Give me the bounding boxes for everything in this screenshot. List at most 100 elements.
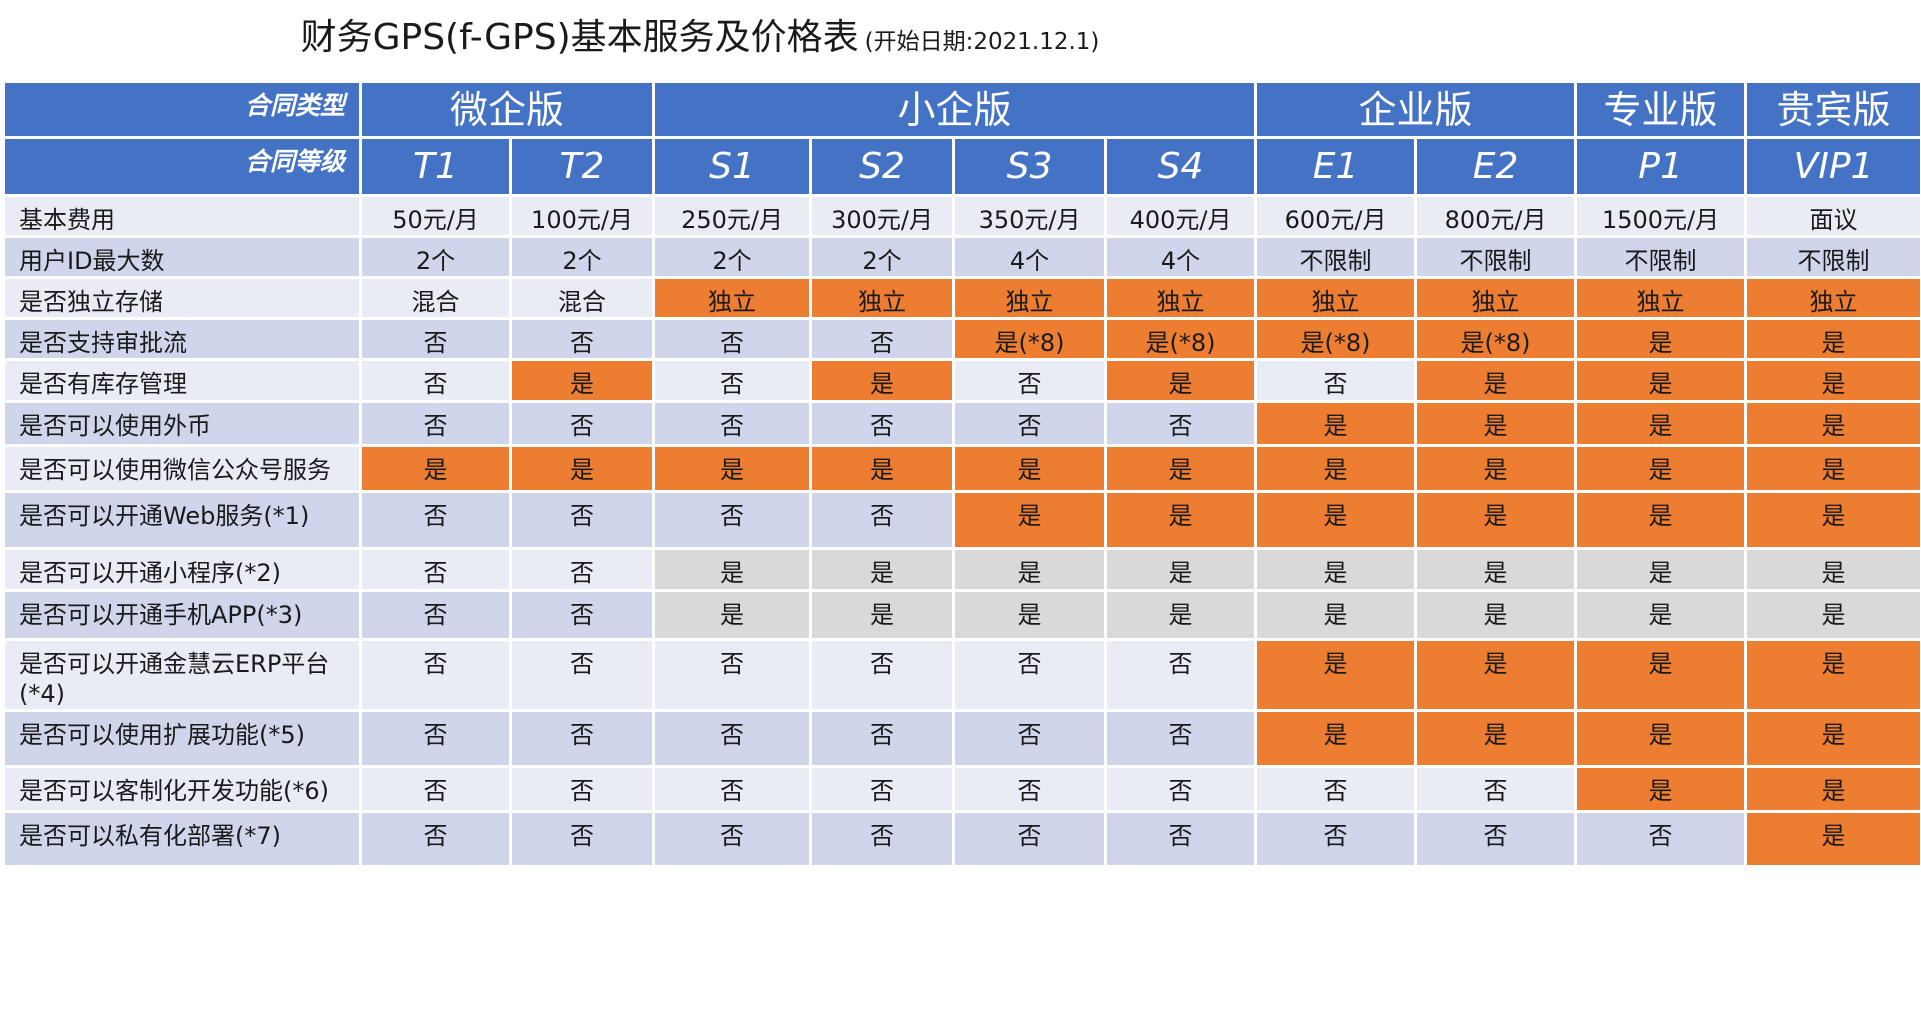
table-cell: 是(*8) <box>1414 317 1578 361</box>
table-cell: 是 <box>809 444 956 493</box>
row-label: 是否可以客制化开发功能(*6) <box>2 765 362 813</box>
table-cell: 是 <box>652 589 813 641</box>
table-cell: 是 <box>1414 490 1578 550</box>
table-cell: 2个 <box>652 235 813 279</box>
table-cell: 否 <box>1254 765 1418 813</box>
row-label: 是否可以开通金慧云ERP平台(*4) <box>2 638 362 712</box>
table-cell: 否 <box>359 358 512 403</box>
contract-type-cell: 贵宾版 <box>1744 80 1921 139</box>
table-row: 是否可以使用扩展功能(*5) 否否否否否否是是是是 <box>2 709 1921 768</box>
table-cell: 是(*8) <box>1254 317 1418 361</box>
table-cell: 独立 <box>652 276 813 320</box>
contract-level-cell: E1 <box>1254 136 1418 197</box>
table-row: 是否可以私有化部署(*7) 否否否否否否否否否是 <box>2 810 1921 868</box>
table-cell: 否 <box>952 400 1108 447</box>
table-row: 是否支持审批流否否否否是(*8) 是(*8) 是(*8) 是(*8) 是是 <box>2 317 1921 361</box>
table-cell: 否 <box>1104 638 1258 712</box>
table-cell: 250元/月 <box>652 194 813 238</box>
contract-level-cell: P1 <box>1574 136 1748 197</box>
row-label: 是否可以开通小程序(*2) <box>2 547 362 592</box>
table-cell: 是 <box>1104 358 1258 403</box>
table-cell: 否 <box>652 810 813 868</box>
table-cell: 是(*8) <box>1104 317 1258 361</box>
table-cell: 否 <box>508 317 656 361</box>
row-label: 是否可以开通手机APP(*3) <box>2 589 362 641</box>
table-cell: 否 <box>1574 810 1748 868</box>
table-cell: 不限制 <box>1414 235 1578 279</box>
table-cell: 不限制 <box>1744 235 1921 279</box>
table-cell: 是 <box>359 444 512 493</box>
table-cell: 否 <box>952 709 1108 768</box>
table-row: 是否可以开通金慧云ERP平台(*4) 否否否否否否是是是是 <box>2 638 1921 712</box>
contract-level-cell: E2 <box>1414 136 1578 197</box>
table-cell: 是 <box>809 358 956 403</box>
table-cell: 否 <box>359 765 512 813</box>
table-cell: 是 <box>1574 400 1748 447</box>
table-cell: 是 <box>1104 490 1258 550</box>
table-row: 是否独立存储 混合 混合 独立 独立 独立 独立 独立 独立 独立 独立 <box>2 276 1921 320</box>
table-cell: 是 <box>1744 709 1921 768</box>
table-cell: 独立 <box>1574 276 1748 320</box>
table-cell: 混合 <box>508 276 656 320</box>
table-cell: 否 <box>359 547 512 592</box>
row-label: 是否可以开通Web服务(*1) <box>2 490 362 550</box>
table-cell: 否 <box>809 490 956 550</box>
table-cell: 1500元/月 <box>1574 194 1748 238</box>
table-cell: 否 <box>952 358 1108 403</box>
table-cell: 面议 <box>1744 194 1921 238</box>
table-row: 是否可以开通Web服务(*1) 否否否否是是是是是是 <box>2 490 1921 550</box>
table-row: 是否可以使用微信公众号服务是是是是是是是是是是 <box>2 444 1921 493</box>
table-cell: 否 <box>359 317 512 361</box>
table-cell: 否 <box>1104 765 1258 813</box>
table-row: 是否可以使用外币否否否否否否是是是是 <box>2 400 1921 447</box>
table-cell: 否 <box>508 547 656 592</box>
table-cell: 是 <box>1574 444 1748 493</box>
table-cell: 否 <box>1414 810 1578 868</box>
table-cell: 否 <box>952 810 1108 868</box>
table-cell: 是 <box>1744 358 1921 403</box>
table-cell: 350元/月 <box>952 194 1108 238</box>
table-cell: 是 <box>1744 400 1921 447</box>
table-row: 是否有库存管理否是否是否是否是是是 <box>2 358 1921 403</box>
table-cell: 是 <box>1744 317 1921 361</box>
table-row: 是否可以开通手机APP(*3) 否否是是是是是是是是 <box>2 589 1921 641</box>
row-label: 是否支持审批流 <box>2 317 362 361</box>
table-cell: 是 <box>508 358 656 403</box>
table-cell: 独立 <box>1414 276 1578 320</box>
row-label: 是否可以使用外币 <box>2 400 362 447</box>
table-cell: 是 <box>1744 765 1921 813</box>
table-cell: 是 <box>1744 490 1921 550</box>
row-label: 是否有库存管理 <box>2 358 362 403</box>
table-cell: 2个 <box>359 235 512 279</box>
table-cell: 是 <box>1744 444 1921 493</box>
table-cell: 否 <box>359 709 512 768</box>
table-cell: 800元/月 <box>1414 194 1578 238</box>
table-cell: 否 <box>359 589 512 641</box>
table-row: 是否可以开通小程序(*2) 否否是是是是是是是是 <box>2 547 1921 592</box>
table-cell: 是 <box>1574 765 1748 813</box>
contract-type-cell: 专业版 <box>1574 80 1748 139</box>
table-cell: 否 <box>508 490 656 550</box>
contract-level-row: 合同等级 T1 T2 S1 S2 S3 S4 E1 E2 P1 VIP1 <box>2 136 1921 197</box>
table-cell: 300元/月 <box>809 194 956 238</box>
table-cell: 是 <box>652 444 813 493</box>
table-cell: 独立 <box>809 276 956 320</box>
table-cell: 否 <box>809 638 956 712</box>
table-cell: 是 <box>809 547 956 592</box>
row-label: 基本费用 <box>2 194 362 238</box>
contract-level-cell: VIP1 <box>1744 136 1921 197</box>
page-title: 财务GPS(f-GPS)基本服务及价格表 (开始日期:2021.12.1) <box>0 8 1400 60</box>
contract-type-row: 合同类型 微企版 小企版 企业版 专业版 贵宾版 <box>2 80 1921 139</box>
table-cell: 是 <box>508 444 656 493</box>
table-cell: 否 <box>952 638 1108 712</box>
contract-type-label: 合同类型 <box>2 80 362 139</box>
table-cell: 独立 <box>952 276 1108 320</box>
table-cell: 是 <box>1104 444 1258 493</box>
table-cell: 否 <box>508 709 656 768</box>
table-cell: 否 <box>1104 400 1258 447</box>
table-cell: 是 <box>1254 444 1418 493</box>
table-cell: 否 <box>1104 810 1258 868</box>
table-cell: 是 <box>1254 547 1418 592</box>
table-cell: 否 <box>508 810 656 868</box>
table-body: 合同类型 微企版 小企版 企业版 专业版 贵宾版 合同等级 T1 T2 S1 S2 S3 S4 E1 E2 P… <box>2 80 1921 868</box>
